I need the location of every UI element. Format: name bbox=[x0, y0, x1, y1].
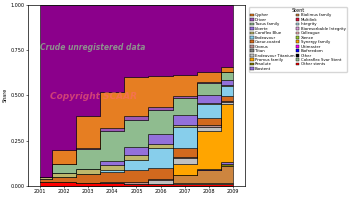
Text: Crude unregistered data: Crude unregistered data bbox=[40, 43, 146, 52]
Legend: Cypher, Driver, Taxus family, Liberte, Coroflex Blue, Endeavour, Coeur-coated, C: Cypher, Driver, Taxus family, Liberte, C… bbox=[249, 7, 347, 72]
Text: Copyright SCAAR: Copyright SCAAR bbox=[50, 92, 136, 101]
Y-axis label: Share: Share bbox=[3, 88, 8, 102]
